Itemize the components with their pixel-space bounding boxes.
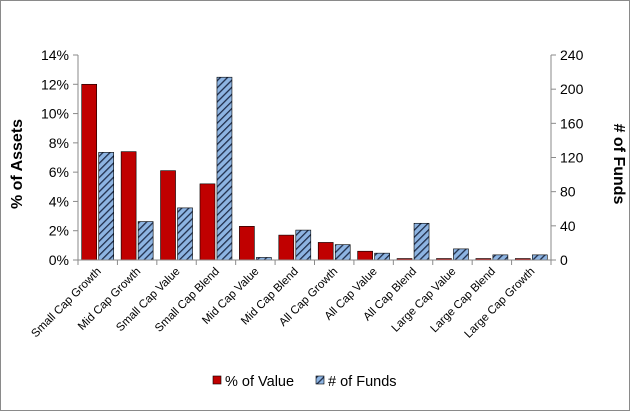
bar-funds xyxy=(374,252,390,261)
bar-funds xyxy=(334,244,351,261)
legend: % of Value # of Funds xyxy=(212,374,397,390)
bar-value xyxy=(317,242,334,261)
y-tick-label: 12% xyxy=(41,76,69,92)
plot-area: 0% 2% 4% 6% 8% 10% 12% 14% 0 40 80 120 160 200 240 Smal… xyxy=(29,47,583,341)
y2-tick-label: 240 xyxy=(560,47,584,63)
y-tick-label: 6% xyxy=(49,164,69,180)
y2-tick-label: 120 xyxy=(560,150,584,166)
legend-label-funds: # of Funds xyxy=(328,374,397,390)
y-tick-label: 4% xyxy=(49,193,69,209)
bar-value xyxy=(357,250,373,261)
x-category-label: Large Cap Growth xyxy=(462,266,537,341)
y2-tick-label: 80 xyxy=(560,184,576,200)
bar-funds xyxy=(177,207,193,261)
bar-value xyxy=(81,83,98,261)
legend-swatch-value xyxy=(212,375,222,385)
bar-funds xyxy=(137,221,154,261)
bar-value xyxy=(199,183,216,261)
bar-funds xyxy=(531,254,548,261)
bar-value xyxy=(278,234,295,261)
bar-funds xyxy=(98,152,115,261)
legend-swatch-funds xyxy=(315,375,325,385)
y-tick-label: 8% xyxy=(49,135,69,151)
bar-value xyxy=(239,226,255,261)
y-tick-label: 10% xyxy=(41,106,69,122)
bar-funds xyxy=(453,248,469,261)
y-tick-label: 2% xyxy=(49,223,69,239)
bar-funds xyxy=(413,222,430,261)
bar-funds xyxy=(295,229,312,261)
bar-value xyxy=(160,170,176,261)
y2-tick-label: 200 xyxy=(560,81,584,97)
bar-funds xyxy=(492,254,509,261)
bar-value xyxy=(120,151,137,261)
y2-tick-label: 40 xyxy=(560,218,576,234)
y2-tick-label: 160 xyxy=(560,115,584,131)
y-tick-label: 14% xyxy=(41,47,69,63)
legend-label-value: % of Value xyxy=(225,374,294,390)
x-category-label: Small Cap Growth xyxy=(29,266,103,340)
bar-funds xyxy=(216,76,233,261)
y2-tick-label: 0 xyxy=(560,252,568,268)
y-tick-label: 0% xyxy=(49,252,69,268)
y-axis-title: % of Assets xyxy=(9,119,26,209)
y2-axis-title: # of Funds xyxy=(610,124,627,205)
